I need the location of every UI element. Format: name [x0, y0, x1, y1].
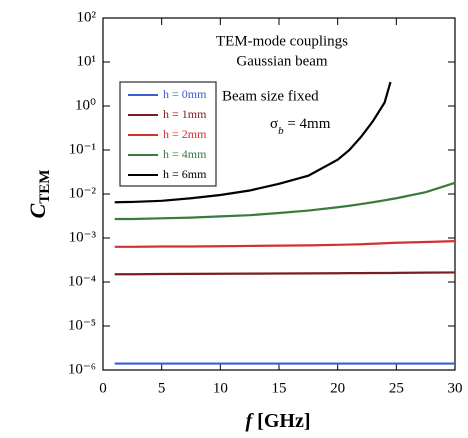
series-line — [114, 81, 392, 204]
x-tick-label: 5 — [158, 380, 166, 396]
series-line — [114, 181, 456, 221]
annotation: TEM-mode couplings — [216, 33, 348, 49]
sigma: σ — [270, 116, 278, 132]
sigma-sub: b — [278, 125, 284, 137]
y-tick-label: 10¹ — [77, 53, 97, 69]
x-tick-label: 25 — [389, 380, 404, 396]
y-tick-label: 10⁻⁴ — [68, 273, 96, 289]
x-label-unit: [GHz] — [252, 410, 310, 432]
y-tick-label: 10⁻⁵ — [68, 317, 96, 333]
x-tick-label: 20 — [330, 380, 345, 396]
y-tick-label: 10⁻¹ — [69, 141, 96, 157]
sigma-rest: = 4mm — [284, 116, 331, 132]
legend-label: h = 6mm — [163, 167, 207, 181]
y-tick-label: 10⁻² — [69, 185, 97, 201]
y-label-main: C — [25, 203, 50, 218]
series-line — [114, 240, 456, 248]
y-tick-label: 10² — [77, 9, 97, 25]
annotation: Gaussian beam — [236, 53, 328, 69]
annotation: σb = 4mm — [270, 116, 331, 136]
series-line — [114, 271, 456, 276]
y-tick-label: 10⁻⁶ — [68, 361, 96, 377]
y-tick-label: 10⁰ — [75, 97, 96, 113]
y-label-sub: TEM — [37, 170, 53, 204]
y-axis-label: CTEM — [25, 170, 53, 219]
legend-label: h = 1mm — [163, 107, 207, 121]
plot-frame — [102, 17, 456, 371]
x-tick-label: 15 — [272, 380, 287, 396]
legend-label: h = 2mm — [163, 127, 207, 141]
legend-label: h = 4mm — [163, 147, 207, 161]
legend-label: h = 0mm — [163, 87, 207, 101]
x-label-var: f — [246, 410, 255, 432]
x-tick-label: 10 — [213, 380, 228, 396]
x-axis-label: f [GHz] — [246, 410, 311, 432]
y-tick-label: 10⁻³ — [69, 229, 97, 245]
x-tick-label: 30 — [448, 380, 463, 396]
annotation: Beam size fixed — [222, 88, 319, 104]
x-tick-label: 0 — [99, 380, 107, 396]
